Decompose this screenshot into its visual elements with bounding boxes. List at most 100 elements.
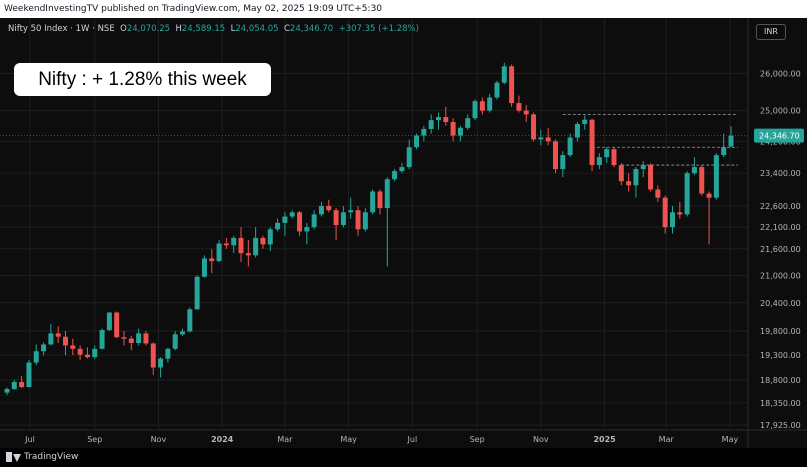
candle-body[interactable] [523, 110, 529, 115]
candle-body[interactable] [494, 82, 500, 98]
candle-body[interactable] [684, 173, 690, 215]
candle-body[interactable] [128, 338, 134, 343]
candle-body[interactable] [33, 351, 39, 363]
candle-body[interactable] [77, 348, 83, 355]
candle-body[interactable] [41, 344, 47, 352]
candle-body[interactable] [428, 120, 434, 129]
candle-body[interactable] [289, 212, 295, 217]
candle-body[interactable] [180, 331, 186, 335]
candle-body[interactable] [582, 119, 588, 124]
candle-body[interactable] [596, 157, 602, 166]
candle-body[interactable] [209, 258, 215, 262]
candle-body[interactable] [297, 212, 303, 232]
candle-body[interactable] [326, 205, 332, 211]
candle-body[interactable] [457, 127, 463, 136]
tradingview-brand[interactable]: TradingView [6, 452, 78, 462]
candle-body[interactable] [699, 167, 705, 194]
candle-body[interactable] [304, 227, 310, 232]
candle-body[interactable] [92, 348, 98, 358]
candle-body[interactable] [216, 243, 222, 262]
candle-body[interactable] [11, 381, 17, 390]
candle-body[interactable] [392, 171, 398, 180]
candle-body[interactable] [655, 189, 661, 198]
candle-body[interactable] [501, 66, 507, 83]
candle-body[interactable] [114, 312, 120, 338]
candle-body[interactable] [84, 354, 90, 358]
candle-body[interactable] [421, 128, 427, 136]
candle-body[interactable] [370, 191, 376, 213]
candle-body[interactable] [63, 336, 69, 346]
candle-body[interactable] [136, 333, 142, 343]
candle-body[interactable] [231, 237, 237, 246]
currency-button[interactable]: INR [756, 24, 786, 40]
candle-body[interactable] [223, 243, 229, 246]
candle-body[interactable] [333, 210, 339, 226]
symbol-name[interactable]: Nifty 50 Index · 1W · NSE [8, 24, 115, 34]
candle-body[interactable] [414, 135, 420, 148]
candle-body[interactable] [560, 155, 566, 170]
candle-body[interactable] [721, 147, 727, 156]
candle-body[interactable] [311, 214, 317, 228]
candle-body[interactable] [626, 181, 632, 186]
candle-body[interactable] [435, 117, 441, 121]
candle-body[interactable] [377, 191, 383, 209]
candle-body[interactable] [55, 333, 61, 337]
candle-body[interactable] [187, 309, 193, 332]
candle-body[interactable] [450, 122, 456, 136]
candle-body[interactable] [121, 337, 127, 339]
candle-body[interactable] [143, 333, 149, 344]
candle-body[interactable] [633, 169, 639, 186]
candle-body[interactable] [567, 137, 573, 156]
candle-body[interactable] [509, 66, 515, 104]
candle-body[interactable] [399, 167, 405, 172]
candle-body[interactable] [275, 222, 281, 230]
candle-body[interactable] [201, 258, 207, 277]
candle-body[interactable] [640, 165, 646, 170]
candle-body[interactable] [545, 137, 551, 142]
candle-body[interactable] [282, 216, 288, 223]
candle-body[interactable] [552, 141, 558, 170]
candle-body[interactable] [574, 123, 580, 138]
candle-body[interactable] [487, 97, 493, 111]
candle-body[interactable] [99, 330, 105, 349]
candle-body[interactable] [706, 193, 712, 198]
candle-body[interactable] [691, 167, 697, 174]
candle-body[interactable] [728, 135, 734, 147]
candle-body[interactable] [348, 210, 354, 213]
candle-body[interactable] [472, 101, 478, 119]
candle-body[interactable] [172, 334, 178, 349]
candle-body[interactable] [406, 147, 412, 168]
candle-body[interactable] [318, 205, 324, 215]
candle-body[interactable] [194, 276, 200, 310]
candle-body[interactable] [611, 149, 617, 166]
candle-body[interactable] [106, 312, 112, 331]
candle-body[interactable] [713, 155, 719, 198]
candle-body[interactable] [648, 165, 654, 190]
candle-body[interactable] [669, 212, 675, 228]
candle-body[interactable] [604, 149, 610, 158]
candle-body[interactable] [70, 345, 76, 349]
candle-body[interactable] [19, 381, 25, 388]
candle-body[interactable] [158, 358, 164, 368]
candle-body[interactable] [267, 229, 273, 245]
candle-body[interactable] [340, 212, 346, 226]
candle-body[interactable] [589, 119, 595, 166]
candle-body[interactable] [443, 117, 449, 123]
candle-body[interactable] [465, 118, 471, 128]
candle-body[interactable] [618, 165, 624, 182]
candle-body[interactable] [238, 237, 244, 254]
candle-body[interactable] [26, 362, 32, 388]
candle-body[interactable] [260, 237, 266, 245]
candle-body[interactable] [253, 237, 259, 256]
candle-body[interactable] [165, 348, 171, 359]
candle-body[interactable] [531, 114, 537, 140]
candle-body[interactable] [150, 343, 156, 368]
candle-body[interactable] [355, 210, 361, 230]
candle-body[interactable] [4, 389, 10, 393]
candle-body[interactable] [245, 253, 251, 256]
candle-body[interactable] [479, 101, 485, 111]
candle-body[interactable] [362, 212, 368, 230]
candle-body[interactable] [677, 212, 683, 215]
candle-body[interactable] [48, 333, 54, 345]
candle-body[interactable] [384, 179, 390, 209]
